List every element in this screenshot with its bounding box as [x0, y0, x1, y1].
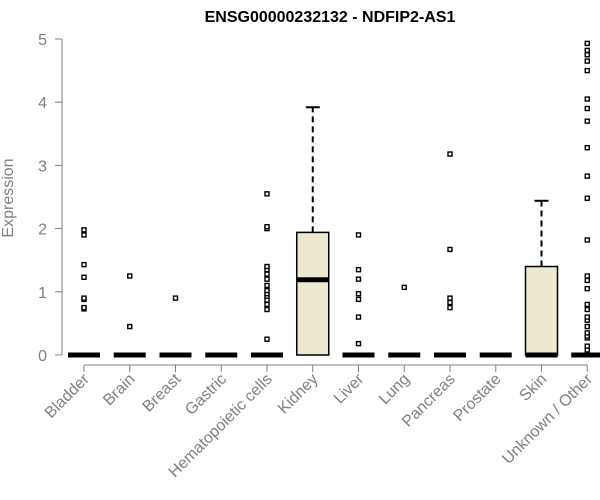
x-tick-label: Brain	[100, 371, 138, 409]
outlier-point	[264, 336, 270, 342]
outlier-point	[264, 271, 270, 277]
outlier-point	[584, 273, 590, 279]
outlier-point	[127, 323, 133, 330]
outlier-point	[81, 261, 87, 268]
outlier-point	[584, 343, 590, 349]
outlier-point	[127, 273, 133, 279]
x-tick-label: Kidney	[275, 371, 322, 418]
outlier-point	[401, 284, 407, 291]
outlier-point	[584, 96, 590, 102]
outlier-point	[81, 227, 87, 233]
outlier-point	[584, 237, 590, 243]
outlier-point	[447, 246, 453, 253]
outlier-point	[355, 276, 362, 282]
box-7	[388, 284, 421, 358]
outlier-point	[584, 52, 590, 58]
y-tick-label: 1	[38, 285, 47, 302]
outlier-point	[584, 105, 590, 112]
y-tick-label: 0	[38, 348, 47, 365]
outlier-point	[584, 314, 590, 320]
x-tick-label: Liver	[331, 370, 368, 407]
outlier-point	[584, 330, 590, 336]
y-tick-label: 4	[38, 95, 47, 112]
outlier-point	[447, 304, 453, 311]
box-1	[113, 273, 146, 358]
outlier-point	[584, 173, 590, 179]
outlier-point	[81, 232, 87, 238]
outlier-point	[584, 277, 590, 284]
y-axis: 0 1 2 3 4 5	[38, 32, 63, 365]
outlier-point	[355, 232, 362, 238]
outlier-point	[264, 301, 270, 308]
outlier-point	[584, 301, 590, 308]
box-0	[68, 227, 100, 358]
outlier-point	[447, 151, 453, 157]
x-tick-label: Prostate	[450, 371, 504, 425]
outlier-point	[584, 40, 590, 47]
outlier-point	[584, 306, 590, 313]
outlier-point	[264, 282, 270, 289]
outlier-point	[81, 274, 87, 280]
outlier-point	[264, 306, 270, 313]
outlier-point	[584, 118, 590, 124]
outlier-point	[264, 224, 270, 230]
chart-title: ENSG00000232132 - NDFIP2-AS1	[205, 9, 456, 26]
outlier-point	[584, 67, 590, 74]
y-tick-label: 3	[38, 158, 47, 175]
x-tick-label: Skin	[516, 371, 550, 405]
outlier-point	[264, 287, 270, 294]
box-body	[524, 265, 559, 356]
outlier-point	[264, 191, 270, 197]
outlier-point	[355, 266, 362, 273]
outlier-point	[584, 47, 590, 54]
outlier-point	[447, 299, 453, 306]
outlier-point	[584, 285, 590, 292]
y-tick-label: 2	[38, 222, 47, 239]
box-10	[524, 199, 559, 358]
outlier-point	[355, 290, 362, 297]
outlier-point	[264, 276, 270, 282]
outlier-point	[264, 263, 270, 270]
outlier-point	[584, 195, 590, 201]
box-8	[434, 151, 466, 358]
box-5	[296, 106, 330, 356]
outlier-point	[355, 340, 362, 347]
outlier-point	[355, 314, 362, 320]
outlier-point	[172, 295, 179, 301]
plot-area	[68, 40, 600, 358]
outlier-point	[81, 295, 87, 301]
outlier-point	[355, 296, 362, 303]
y-tick-label: 5	[38, 32, 47, 49]
box-body	[296, 231, 330, 356]
outlier-point	[584, 145, 590, 151]
box-2	[159, 295, 192, 358]
outlier-point	[584, 323, 590, 330]
x-tick-label: Bladder	[42, 370, 93, 421]
outlier-point	[447, 295, 453, 301]
box-4	[251, 191, 283, 358]
box-11	[571, 40, 600, 358]
x-tick-label: Lung	[376, 371, 413, 408]
x-tick-label: Breast	[140, 370, 185, 415]
y-axis-label: Expression	[0, 158, 17, 237]
outlier-point	[584, 58, 590, 64]
box-6	[342, 232, 375, 358]
outlier-point	[81, 304, 87, 311]
